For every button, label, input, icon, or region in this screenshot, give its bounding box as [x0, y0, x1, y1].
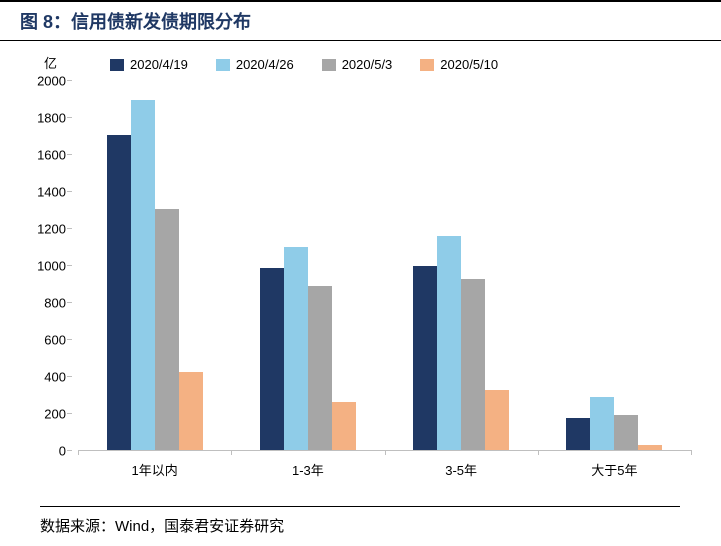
y-tick-mark — [67, 80, 72, 81]
legend-item: 2020/4/26 — [216, 57, 294, 72]
bar-group — [385, 81, 538, 450]
y-tick-label: 1400 — [37, 185, 66, 200]
bar — [284, 247, 308, 450]
x-tick-mark — [78, 450, 79, 455]
legend-label: 2020/5/10 — [440, 57, 498, 72]
x-axis-label: 3-5年 — [385, 460, 538, 479]
bar — [566, 418, 590, 450]
x-axis-labels: 1年以内1-3年3-5年大于5年 — [78, 460, 691, 479]
y-tick-mark — [67, 191, 72, 192]
y-tick-label: 600 — [44, 333, 66, 348]
y-tick-mark — [67, 265, 72, 266]
y-tick-label: 1800 — [37, 111, 66, 126]
y-tick-label: 200 — [44, 407, 66, 422]
y-tick-mark — [67, 117, 72, 118]
bar-group — [538, 81, 691, 450]
y-tick-mark — [67, 450, 72, 451]
x-axis-label: 大于5年 — [538, 460, 691, 479]
bar — [590, 397, 614, 451]
y-tick-label: 1200 — [37, 222, 66, 237]
legend: 2020/4/19 2020/4/26 2020/5/3 2020/5/10 — [110, 57, 498, 72]
y-tick-label: 1600 — [37, 148, 66, 163]
bar — [308, 286, 332, 450]
x-tick-mark — [538, 450, 539, 455]
bar — [155, 209, 179, 450]
bar — [413, 266, 437, 451]
legend-label: 2020/5/3 — [342, 57, 393, 72]
y-axis-ticks: 0200400600800100012001400160018002000 — [20, 81, 72, 451]
chart-area: 亿 2020/4/19 2020/4/26 2020/5/3 2020/5/10 0 2… — [20, 51, 701, 491]
bar — [638, 445, 662, 450]
y-tick-mark — [67, 302, 72, 303]
bar — [437, 236, 461, 450]
legend-item: 2020/5/10 — [420, 57, 498, 72]
bar-group — [231, 81, 384, 450]
bar — [260, 268, 284, 450]
y-tick-mark — [67, 154, 72, 155]
x-axis-label: 1年以内 — [78, 460, 231, 479]
bar — [131, 100, 155, 450]
y-tick-label: 400 — [44, 370, 66, 385]
legend-label: 2020/4/19 — [130, 57, 188, 72]
legend-item: 2020/5/3 — [322, 57, 393, 72]
x-tick-mark — [691, 450, 692, 455]
y-axis-unit: 亿 — [44, 53, 57, 72]
y-tick-label: 0 — [59, 444, 66, 459]
y-tick-label: 800 — [44, 296, 66, 311]
y-tick-mark — [67, 228, 72, 229]
legend-swatch — [216, 59, 230, 71]
bar — [107, 135, 131, 450]
plot-area — [78, 81, 691, 451]
legend-label: 2020/4/26 — [236, 57, 294, 72]
y-tick-mark — [67, 413, 72, 414]
bar — [614, 415, 638, 450]
x-tick-mark — [231, 450, 232, 455]
y-tick-mark — [67, 339, 72, 340]
bar — [461, 279, 485, 450]
y-tick-label: 2000 — [37, 74, 66, 89]
x-axis-label: 1-3年 — [231, 460, 384, 479]
chart-title: 图 8：信用债新发债期限分布 — [0, 0, 721, 41]
bar-group — [78, 81, 231, 450]
bar — [332, 402, 356, 450]
legend-swatch — [110, 59, 124, 71]
y-tick-mark — [67, 376, 72, 377]
legend-swatch — [420, 59, 434, 71]
legend-item: 2020/4/19 — [110, 57, 188, 72]
bar — [485, 390, 509, 450]
y-tick-label: 1000 — [37, 259, 66, 274]
legend-swatch — [322, 59, 336, 71]
bar — [179, 372, 203, 450]
x-tick-mark — [385, 450, 386, 455]
data-source: 数据来源：Wind，国泰君安证券研究 — [40, 506, 680, 536]
